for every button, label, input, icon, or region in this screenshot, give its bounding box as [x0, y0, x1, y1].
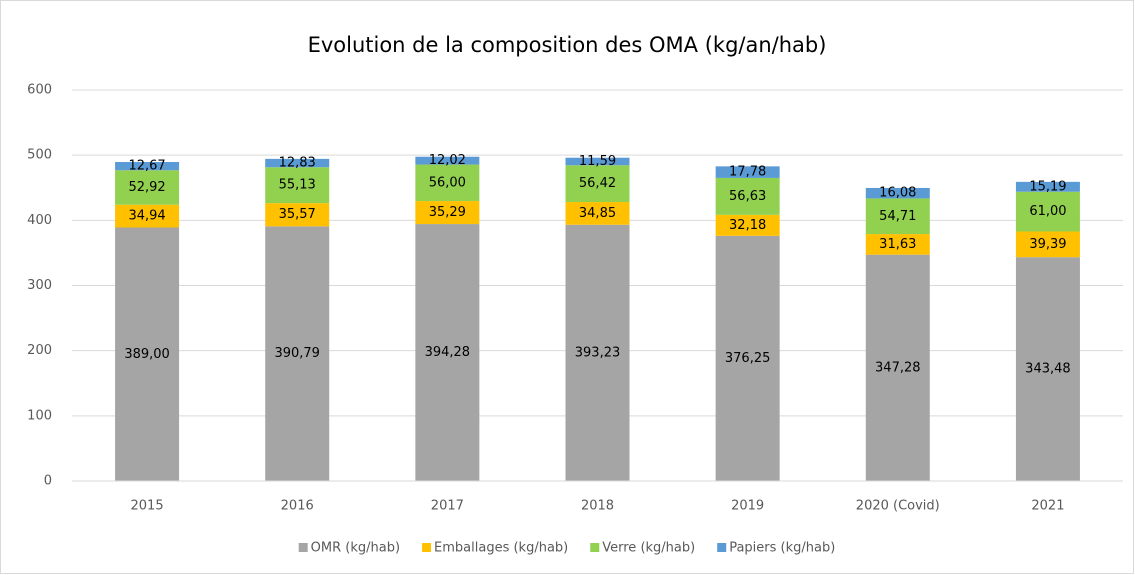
data-label: 376,25	[725, 351, 771, 366]
data-label: 56,42	[579, 176, 616, 191]
data-label: 393,23	[575, 345, 621, 360]
data-label: 34,85	[579, 206, 616, 221]
y-tick-label: 600	[27, 83, 52, 98]
bar-segment	[865, 234, 930, 255]
bar-segment	[115, 227, 180, 481]
x-tick-label: 2017	[431, 499, 464, 514]
bar-segment	[115, 170, 180, 205]
data-label: 55,13	[279, 178, 316, 193]
bar-segment	[1015, 231, 1080, 258]
data-label: 12,02	[429, 153, 466, 168]
bar-segment	[265, 167, 330, 204]
bar-segment	[265, 158, 330, 168]
data-label: 11,59	[579, 154, 616, 169]
data-label: 15,19	[1029, 179, 1066, 194]
bar-segment	[715, 166, 780, 178]
data-label: 56,63	[729, 189, 766, 204]
data-label: 347,28	[875, 360, 921, 375]
bar-segment	[115, 204, 180, 228]
y-tick-label: 400	[27, 213, 52, 228]
bar-segment	[1015, 181, 1080, 192]
bar-segment	[565, 202, 630, 225]
bar-segment	[415, 224, 480, 482]
data-label: 54,71	[879, 209, 916, 224]
bar-segment	[265, 226, 330, 481]
data-label: 61,00	[1029, 204, 1066, 219]
bar-segment	[865, 187, 930, 199]
legend-swatch	[717, 543, 727, 552]
bar-segment	[1015, 257, 1080, 481]
bar-segment	[265, 203, 330, 227]
data-label: 389,00	[124, 347, 170, 362]
x-tick-label: 2019	[731, 499, 764, 514]
legend-label: Papiers (kg/hab)	[729, 541, 835, 556]
data-label: 52,92	[128, 180, 165, 195]
bar-segment	[415, 156, 480, 165]
bar-segment	[715, 235, 780, 481]
x-tick-label: 2018	[581, 499, 614, 514]
data-label: 35,29	[429, 205, 466, 220]
legend-swatch	[298, 543, 308, 552]
data-label: 56,00	[429, 175, 466, 190]
y-tick-label: 500	[27, 148, 52, 163]
legend-swatch	[422, 543, 432, 552]
bar-segment	[115, 161, 180, 171]
bar-segment	[715, 214, 780, 236]
chart-title: Evolution de la composition des OMA (kg/…	[308, 33, 827, 57]
legend-swatch	[590, 543, 600, 552]
y-tick-label: 100	[27, 408, 52, 423]
bar-segment	[715, 177, 780, 215]
data-label: 31,63	[879, 237, 916, 252]
legend-label: OMR (kg/hab)	[311, 541, 400, 556]
data-label: 12,67	[128, 159, 165, 174]
y-tick-label: 0	[44, 474, 52, 489]
data-label: 35,57	[279, 207, 316, 222]
legend-label: Verre (kg/hab)	[602, 541, 695, 556]
data-label: 394,28	[425, 345, 471, 360]
bar-segment	[415, 201, 480, 225]
x-tick-label: 2015	[131, 499, 164, 514]
data-label: 34,94	[128, 209, 165, 224]
data-label: 16,08	[879, 186, 916, 201]
data-label: 32,18	[729, 218, 766, 233]
bar-segment	[865, 254, 930, 481]
bar-segment	[565, 165, 630, 203]
data-label: 390,79	[274, 346, 320, 361]
x-tick-label: 2020 (Covid)	[856, 499, 940, 514]
bar-segment	[565, 224, 630, 481]
x-tick-label: 2016	[281, 499, 314, 514]
data-label: 17,78	[729, 165, 766, 180]
bar-segment	[1015, 191, 1080, 232]
y-tick-label: 200	[27, 343, 52, 358]
legend-label: Emballages (kg/hab)	[434, 541, 568, 556]
data-label: 39,39	[1029, 237, 1066, 252]
bar-segment	[565, 157, 630, 166]
y-tick-label: 300	[27, 278, 52, 293]
data-label: 343,48	[1025, 362, 1071, 377]
x-tick-label: 2021	[1031, 499, 1064, 514]
data-label: 12,83	[279, 156, 316, 171]
bar-segment	[865, 198, 930, 235]
bar-segment	[415, 164, 480, 202]
